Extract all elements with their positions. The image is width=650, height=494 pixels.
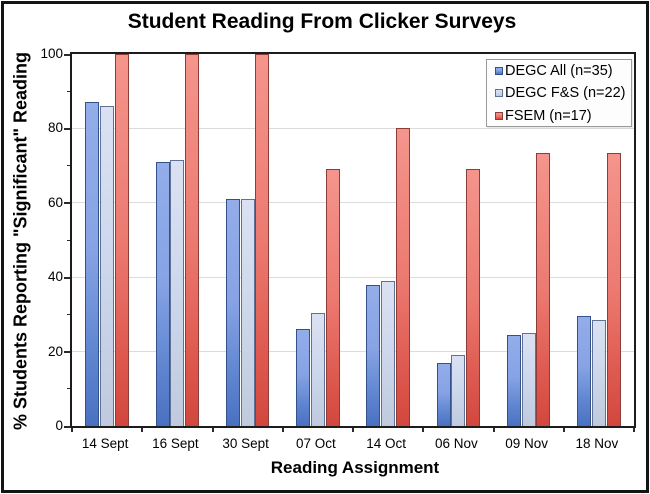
bar-series-2-07-oct <box>310 312 325 426</box>
gridline-40 <box>72 276 634 278</box>
bar-series-3-09-nov <box>536 152 551 426</box>
x-axis-tick-label-07-oct: 07 Oct <box>295 436 336 451</box>
y-axis-major-tick-40 <box>64 276 70 279</box>
y-axis-minor-tick-70 <box>67 165 70 167</box>
legend-label-series-2: DEGC F&S (n=22) <box>505 85 626 102</box>
y-axis-major-tick-80 <box>64 127 70 130</box>
x-axis-tick-label-16-sept: 16 Sept <box>152 436 199 451</box>
bar-series-1-07-oct <box>296 329 311 426</box>
bar-series-1-30-sept <box>225 199 240 426</box>
legend-item-1: DEGC All (n=35) <box>495 60 631 82</box>
bar-series-2-09-nov <box>521 333 536 426</box>
x-axis-tick-2 <box>211 428 214 432</box>
y-axis-tick-label-40: 40 <box>47 269 63 285</box>
gridline-20 <box>72 351 634 353</box>
bar-series-2-14-sept <box>100 106 115 426</box>
y-axis-major-tick-100 <box>64 53 70 56</box>
x-axis-tick-label-09-nov: 09 Nov <box>505 436 549 451</box>
bar-series-1-18-nov <box>577 316 592 426</box>
category-group-14-sept <box>72 54 142 426</box>
x-axis-tick-8 <box>633 428 635 432</box>
bar-series-2-18-nov <box>591 319 606 426</box>
bar-series-3-14-sept <box>114 54 129 426</box>
category-group-18-nov <box>564 54 634 426</box>
legend: DEGC All (n=35) DEGC F&S (n=22) FSEM (n=17… <box>486 59 632 127</box>
y-axis-minor-tick-50 <box>67 239 70 241</box>
x-axis-tick-0 <box>71 428 73 432</box>
category-group-09-nov <box>494 54 564 426</box>
bar-series-3-14-oct <box>395 128 410 426</box>
x-axis-tick-1 <box>141 428 144 432</box>
y-axis-tick-label-80: 80 <box>47 120 63 136</box>
bar-series-2-16-sept <box>170 160 185 426</box>
bar-series-3-30-sept <box>255 54 270 426</box>
bar-series-2-14-oct <box>381 280 396 426</box>
legend-marker-series-2 <box>495 89 503 98</box>
legend-item-3: FSEM (n=17) <box>495 105 631 127</box>
bar-series-1-14-sept <box>85 102 100 426</box>
x-axis-tick-6 <box>492 428 495 432</box>
category-group-16-sept <box>142 54 212 426</box>
chart-title: Student Reading From Clicker Surveys <box>127 10 517 33</box>
x-axis-tick-label-18-nov: 18 Nov <box>575 436 619 451</box>
bar-series-3-07-oct <box>325 169 340 426</box>
category-group-30-sept <box>213 54 283 426</box>
y-axis-major-tick-0 <box>64 425 70 428</box>
bar-series-1-16-sept <box>155 161 170 426</box>
bar-series-1-09-nov <box>506 334 521 426</box>
y-axis-major-tick-60 <box>64 202 70 205</box>
bar-series-2-30-sept <box>240 199 255 426</box>
y-axis-title: % Students Reporting "Significant" Readi… <box>10 51 31 431</box>
y-axis-tick-label-60: 60 <box>47 194 63 210</box>
bar-series-1-06-nov <box>436 362 451 426</box>
y-axis-tick-label-100: 100 <box>40 46 63 61</box>
x-axis-tick-label-30-sept: 30 Sept <box>222 436 269 451</box>
bar-series-2-06-nov <box>451 355 466 426</box>
legend-marker-series-3 <box>495 111 503 120</box>
gridline-80 <box>72 127 634 129</box>
y-axis-major-tick-20 <box>64 351 70 354</box>
legend-item-2: DEGC F&S (n=22) <box>495 82 631 104</box>
bar-series-3-18-nov <box>606 152 621 426</box>
x-axis-tick-5 <box>422 428 425 432</box>
x-axis-tick-7 <box>562 428 565 432</box>
y-axis-tick-label-0: 0 <box>55 418 63 433</box>
y-axis-tick-label-20: 20 <box>47 343 63 359</box>
y-axis-minor-tick-10 <box>67 388 70 390</box>
legend-label-series-3: FSEM (n=17) <box>505 107 592 124</box>
gridline-60 <box>72 202 634 204</box>
category-group-14-oct <box>353 54 423 426</box>
legend-label-series-1: DEGC All (n=35) <box>505 63 613 80</box>
y-axis-minor-tick-30 <box>67 313 70 315</box>
x-axis-tick-label-14-oct: 14 Oct <box>366 436 407 451</box>
plot-area <box>70 52 636 428</box>
bar-series-1-14-oct <box>366 284 381 426</box>
x-axis-tick-3 <box>281 428 284 432</box>
x-axis-tick-4 <box>352 428 354 432</box>
x-axis-title: Reading Assignment <box>270 458 440 477</box>
bar-series-3-06-nov <box>466 169 481 426</box>
y-axis-minor-tick-90 <box>67 90 70 92</box>
x-axis-tick-label-06-nov: 06 Nov <box>434 436 478 451</box>
category-group-06-nov <box>423 54 493 426</box>
bar-series-3-16-sept <box>185 54 200 426</box>
x-axis-tick-label-14-sept: 14 Sept <box>81 436 129 451</box>
legend-marker-series-1 <box>495 67 503 76</box>
category-group-07-oct <box>283 54 353 426</box>
